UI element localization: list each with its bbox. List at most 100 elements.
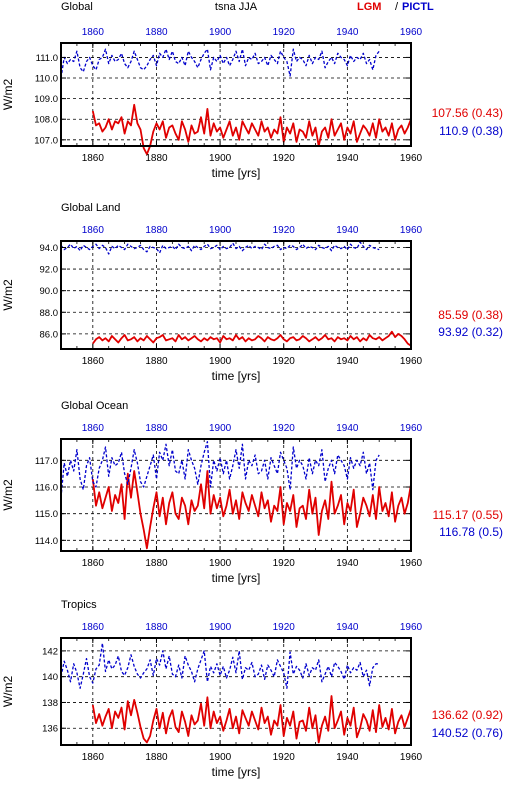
x-tick-label-top: 1920 bbox=[273, 622, 296, 633]
x-tick-label-top: 1860 bbox=[82, 225, 105, 236]
y-tick-label: 108.0 bbox=[34, 115, 58, 126]
y-tick-label: 138 bbox=[42, 698, 58, 709]
y-axis-label: W/m2 bbox=[1, 279, 15, 311]
panel-2: Global Ocean 1860 1860 1880 1880 1900 1900 1920… bbox=[1, 400, 503, 585]
plot-frame bbox=[60, 637, 412, 746]
panel-3: Tropics 1860 1860 1880 1880 1900 1900 1920 1920 1… bbox=[1, 599, 503, 779]
x-tick-label: 1960 bbox=[400, 153, 423, 164]
y-tick-label: 107.0 bbox=[34, 135, 58, 146]
y-tick-label: 109.0 bbox=[34, 94, 58, 105]
x-tick-label: 1880 bbox=[145, 752, 168, 763]
x-tick-label-top: 1920 bbox=[273, 27, 296, 38]
panel-0: 1860 1860 1880 1880 1900 1900 1920 1920 1940 1940… bbox=[1, 27, 503, 180]
plot-frame bbox=[60, 438, 412, 552]
x-tick-label: 1920 bbox=[273, 752, 296, 763]
series-line-pictl bbox=[60, 241, 380, 255]
y-tick-label: 136 bbox=[42, 724, 58, 735]
legend-separator: / bbox=[395, 1, 399, 13]
x-tick-label-top: 1900 bbox=[209, 423, 232, 434]
x-tick-label-top: 1860 bbox=[82, 27, 105, 38]
series-line-lgm bbox=[91, 103, 412, 156]
x-tick-label: 1880 bbox=[145, 356, 168, 367]
y-tick-label: 114.0 bbox=[35, 536, 58, 547]
x-tick-label: 1960 bbox=[400, 752, 423, 763]
y-tick-label: 110.0 bbox=[35, 74, 58, 85]
y-axis-label: W/m2 bbox=[1, 479, 15, 511]
x-tick-label-top: 1920 bbox=[273, 423, 296, 434]
x-tick-label-top: 1940 bbox=[336, 225, 359, 236]
x-tick-label: 1940 bbox=[336, 558, 359, 569]
stat-pictl: 93.92 (0.32) bbox=[438, 325, 503, 339]
x-tick-label-top: 1880 bbox=[145, 622, 168, 633]
x-tick-label-top: 1880 bbox=[145, 225, 168, 236]
y-tick-label: 116.0 bbox=[35, 483, 58, 494]
legend-pictl: PICTL bbox=[402, 1, 434, 13]
panel-title: Global Land bbox=[61, 202, 120, 214]
x-tick-label: 1960 bbox=[400, 558, 423, 569]
x-tick-label-top: 1920 bbox=[273, 225, 296, 236]
x-tick-label-top: 1940 bbox=[336, 423, 359, 434]
x-tick-label-top: 1960 bbox=[400, 622, 423, 633]
stat-lgm: 136.62 (0.92) bbox=[432, 708, 503, 722]
x-tick-label-top: 1880 bbox=[145, 423, 168, 434]
stat-pictl: 140.52 (0.76) bbox=[432, 726, 503, 740]
x-tick-label-top: 1900 bbox=[209, 27, 232, 38]
y-tick-label: 115.0 bbox=[35, 509, 58, 520]
y-tick-label: 86.0 bbox=[40, 329, 59, 340]
y-tick-label: 90.0 bbox=[40, 286, 59, 297]
panel-1: Global Land 1860 1860 1880 1880 1900 1900 1920 1… bbox=[1, 202, 503, 383]
x-axis-label: time [yrs] bbox=[212, 571, 261, 585]
x-tick-label-top: 1900 bbox=[209, 622, 232, 633]
panel-title-global: Global bbox=[61, 1, 93, 13]
stat-lgm: 107.56 (0.43) bbox=[432, 106, 503, 120]
y-tick-label: 117.0 bbox=[35, 456, 58, 467]
y-tick-label: 111.0 bbox=[36, 53, 58, 64]
y-tick-label: 88.0 bbox=[40, 308, 59, 319]
x-tick-label: 1900 bbox=[209, 558, 232, 569]
series-line-lgm bbox=[91, 470, 412, 550]
series-line-pictl bbox=[60, 48, 380, 79]
x-tick-label-top: 1860 bbox=[82, 622, 105, 633]
x-tick-label: 1940 bbox=[336, 153, 359, 164]
panel-title: Global Ocean bbox=[61, 400, 128, 412]
x-tick-label: 1940 bbox=[336, 752, 359, 763]
x-tick-label: 1940 bbox=[336, 356, 359, 367]
series-line-pictl bbox=[60, 441, 380, 498]
stat-lgm: 115.17 (0.55) bbox=[433, 508, 504, 522]
x-tick-label-top: 1860 bbox=[82, 423, 105, 434]
x-tick-label: 1880 bbox=[145, 558, 168, 569]
series-line-lgm bbox=[92, 330, 412, 347]
y-tick-label: 140 bbox=[42, 672, 58, 683]
x-tick-label: 1900 bbox=[209, 752, 232, 763]
y-tick-label: 142 bbox=[42, 646, 58, 657]
x-tick-label: 1920 bbox=[273, 356, 296, 367]
x-axis-label: time [yrs] bbox=[212, 166, 261, 180]
y-axis-label: W/m2 bbox=[1, 676, 15, 708]
x-tick-label: 1880 bbox=[145, 153, 168, 164]
x-tick-label: 1860 bbox=[82, 356, 105, 367]
stat-pictl: 110.9 (0.38) bbox=[439, 124, 503, 138]
x-tick-label-top: 1960 bbox=[400, 423, 423, 434]
x-tick-label: 1920 bbox=[273, 153, 296, 164]
panel-title: Tropics bbox=[61, 599, 97, 611]
plot-frame bbox=[60, 240, 412, 350]
stat-pictl: 116.78 (0.5) bbox=[439, 525, 503, 539]
x-tick-label: 1920 bbox=[273, 558, 296, 569]
x-axis-label: time [yrs] bbox=[212, 369, 261, 383]
x-tick-label: 1860 bbox=[82, 752, 105, 763]
y-axis-label: W/m2 bbox=[1, 79, 15, 111]
x-tick-label: 1960 bbox=[400, 356, 423, 367]
x-tick-label-top: 1940 bbox=[336, 27, 359, 38]
legend-lgm: LGM bbox=[357, 1, 381, 13]
x-tick-label: 1900 bbox=[209, 153, 232, 164]
x-tick-label-top: 1960 bbox=[400, 27, 423, 38]
x-tick-label: 1900 bbox=[209, 356, 232, 367]
x-tick-label: 1860 bbox=[82, 153, 105, 164]
x-tick-label-top: 1900 bbox=[209, 225, 232, 236]
x-tick-label-top: 1960 bbox=[400, 225, 423, 236]
x-tick-label-top: 1940 bbox=[336, 622, 359, 633]
y-tick-label: 94.0 bbox=[40, 243, 59, 254]
x-axis-label: time [yrs] bbox=[212, 765, 261, 779]
